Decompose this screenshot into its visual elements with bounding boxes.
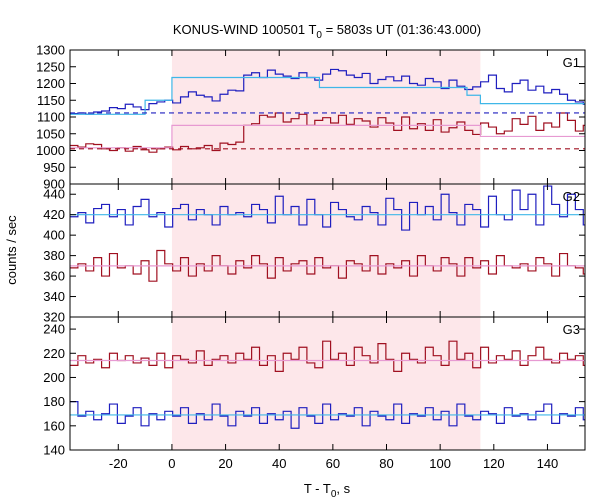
- y-tick-label: 180: [43, 394, 65, 409]
- panel-frame: [69, 316, 586, 451]
- x-axis-label: T - T0, s: [304, 481, 351, 500]
- x-tick-label: 20: [218, 456, 232, 471]
- y-tick-label: 950: [43, 160, 65, 175]
- x-tick-label: 60: [326, 456, 340, 471]
- y-tick-label: 240: [43, 322, 65, 337]
- y-tick-label: 420: [43, 207, 65, 222]
- y-tick-label: 1150: [37, 93, 65, 108]
- chart-title-suffix: = 5803s UT (01:36:43.000): [322, 22, 481, 37]
- panel-g2: 320 340 360 380 400 420 440 G2: [43, 183, 586, 325]
- x-tick-label: -20: [109, 456, 128, 471]
- y-axis-label: counts / sec: [4, 215, 19, 285]
- series-red-g3: [70, 340, 585, 373]
- y-tick-label: 200: [43, 370, 65, 385]
- y-tick-label: 320: [43, 310, 65, 325]
- y-tick-label: 360: [43, 269, 65, 284]
- x-tick-label: 80: [379, 456, 393, 471]
- y-tick-label: 340: [43, 289, 65, 304]
- y-tick-label: 1200: [36, 76, 65, 91]
- chart-title-prefix: KONUS-WIND 100501 T: [173, 22, 317, 37]
- shaded-interval: [171, 50, 481, 184]
- y-tick-label: 1000: [36, 143, 65, 158]
- y-tick-label: 400: [43, 228, 65, 243]
- x-tick-label: 140: [537, 456, 559, 471]
- panel-g3: 140 160 180 200 220 240 G3 -20 0 20 40 60 80 100 120 14…: [43, 316, 586, 471]
- x-tick-label: 40: [272, 456, 286, 471]
- y-tick-label: 220: [43, 346, 65, 361]
- shaded-interval: [171, 184, 481, 317]
- fit-line-g1-0: [70, 76, 585, 115]
- y-tick-label: 380: [43, 248, 65, 263]
- x-tick-label: 100: [429, 456, 451, 471]
- y-tick-label: 1100: [37, 110, 65, 125]
- y-tick-label: 1300: [36, 43, 65, 58]
- y-tick-label: 1050: [36, 126, 65, 141]
- x-tick-label: 0: [168, 456, 175, 471]
- y-tick-label: 160: [43, 418, 65, 433]
- y-tick-label: 140: [43, 443, 65, 458]
- panels-group: 9009501000105011001150120012501300G13203…: [36, 43, 586, 471]
- x-tick-label: 120: [483, 456, 505, 471]
- chart-title: KONUS-WIND 100501 T0 = 5803s UT (01:36:4…: [173, 22, 481, 41]
- y-tick-label: 440: [43, 187, 65, 202]
- series-blue-g1: [70, 68, 585, 115]
- panel-label: G3: [563, 322, 580, 337]
- fit-line-g1-1: [70, 124, 585, 149]
- y-tick-label: 900: [43, 177, 65, 192]
- shaded-interval: [171, 317, 481, 450]
- panel-label: G1: [563, 55, 580, 70]
- series-red-g2: [70, 249, 585, 282]
- series-red-g1: [70, 112, 585, 153]
- y-tick-label: 1250: [36, 59, 65, 74]
- chart-title-subscript: 0: [316, 30, 322, 41]
- panel-label: G2: [563, 189, 580, 204]
